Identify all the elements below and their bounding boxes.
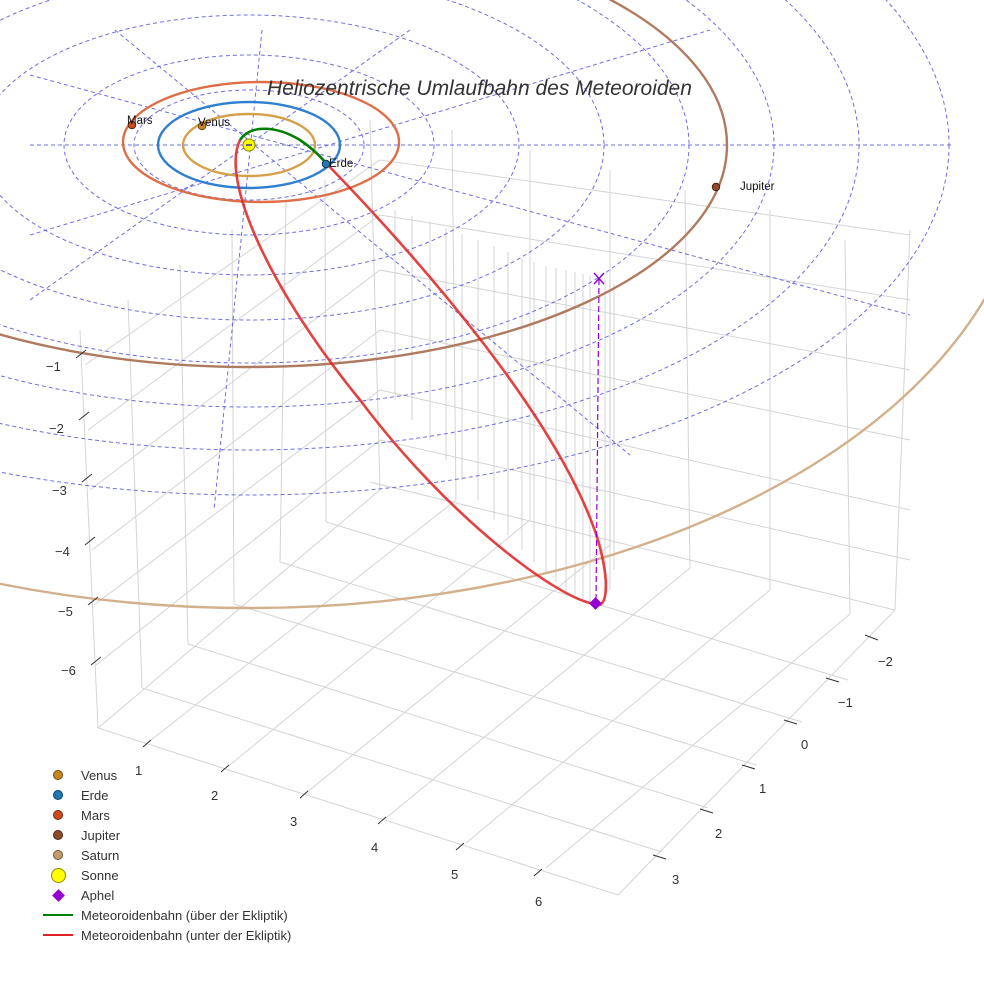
legend-item-orbit-above[interactable]: Meteoroidenbahn (über der Ekliptik) bbox=[40, 905, 291, 925]
planet-orbits bbox=[0, 0, 984, 610]
diamond-icon bbox=[51, 888, 65, 902]
x-axis: 1 2 3 4 5 6 bbox=[135, 739, 543, 909]
venus-label: Venus bbox=[198, 117, 230, 129]
axis-grid bbox=[79, 119, 911, 896]
mars-orbit bbox=[121, 80, 401, 204]
legend-label: Meteoroidenbahn (über der Ekliptik) bbox=[81, 907, 288, 923]
venus-orbit bbox=[181, 112, 317, 178]
aphel-marker[interactable] bbox=[589, 597, 602, 610]
meteoroid-orbit-above-ecliptic bbox=[238, 127, 327, 164]
earth-label: Erde bbox=[329, 158, 353, 170]
x-tick: 3 bbox=[290, 814, 297, 829]
jupiter-orbit bbox=[0, 0, 729, 369]
z-tick: −4 bbox=[55, 544, 70, 559]
y-tick: 0 bbox=[801, 737, 808, 752]
legend-label: Mars bbox=[81, 807, 110, 823]
legend-item-jupiter[interactable]: Jupiter bbox=[40, 825, 291, 845]
y-tick: −2 bbox=[878, 654, 893, 669]
y-tick: 1 bbox=[759, 781, 766, 796]
legend-item-saturn[interactable]: Saturn bbox=[40, 845, 291, 865]
x-tick: 5 bbox=[451, 867, 458, 882]
legend-item-venus[interactable]: Venus bbox=[40, 765, 291, 785]
z-tick: −5 bbox=[58, 604, 73, 619]
mars-marker[interactable] bbox=[127, 120, 137, 130]
mars-label: Mars bbox=[127, 115, 153, 127]
venus-dot-icon bbox=[53, 770, 63, 780]
legend-label: Sonne bbox=[81, 867, 119, 883]
legend-label: Meteoroidenbahn (unter der Ekliptik) bbox=[81, 927, 292, 943]
legend-label: Saturn bbox=[81, 847, 120, 863]
x-tick: 4 bbox=[371, 840, 378, 855]
mars-dot-icon bbox=[53, 810, 63, 820]
legend-label: Erde bbox=[81, 787, 109, 803]
legend-item-sonne[interactable]: Sonne bbox=[40, 865, 291, 885]
jupiter-label: Jupiter bbox=[740, 181, 775, 193]
jupiter-marker[interactable] bbox=[711, 182, 721, 192]
aphel-projection-line bbox=[595, 278, 600, 605]
projection-lines bbox=[394, 210, 615, 603]
meteoroid-orbit-below-ecliptic bbox=[234, 139, 608, 607]
x-tick: 2 bbox=[211, 788, 218, 803]
legend-item-mars[interactable]: Mars bbox=[40, 805, 291, 825]
legend-label: Aphel bbox=[81, 887, 115, 903]
legend: Venus Erde Mars Jupiter Saturn Sonne Aph… bbox=[40, 765, 291, 945]
earth-orbit bbox=[156, 100, 342, 190]
x-tick: 6 bbox=[535, 894, 542, 909]
green-line-icon bbox=[43, 914, 73, 916]
y-tick: 3 bbox=[672, 872, 679, 887]
sun-dot-icon bbox=[50, 867, 66, 883]
ecliptic-polar-grid bbox=[0, 0, 954, 511]
aphel-projection-marker-x-icon bbox=[593, 272, 605, 285]
legend-label: Jupiter bbox=[81, 827, 121, 843]
earth-dot-icon bbox=[53, 790, 63, 800]
z-tick: −6 bbox=[61, 663, 76, 678]
legend-item-erde[interactable]: Erde bbox=[40, 785, 291, 805]
jupiter-dot-icon bbox=[53, 830, 63, 840]
x-tick: 1 bbox=[135, 763, 142, 778]
earth-marker[interactable] bbox=[321, 159, 331, 169]
saturn-orbit bbox=[0, 297, 984, 610]
red-line-icon bbox=[43, 934, 73, 936]
z-tick: −2 bbox=[49, 421, 64, 436]
legend-item-aphel[interactable]: Aphel bbox=[40, 885, 291, 905]
y-tick: 2 bbox=[715, 826, 722, 841]
venus-marker[interactable] bbox=[197, 121, 207, 131]
y-axis: −2 −1 0 1 2 3 bbox=[652, 634, 893, 887]
legend-label: Venus bbox=[81, 767, 118, 783]
z-tick: −1 bbox=[46, 359, 61, 374]
legend-item-orbit-below[interactable]: Meteoroidenbahn (unter der Ekliptik) bbox=[40, 925, 291, 945]
z-tick: −3 bbox=[52, 483, 67, 498]
z-axis: −1 −2 −3 −4 −5 −6 bbox=[46, 349, 102, 678]
y-tick: −1 bbox=[838, 695, 853, 710]
chart-title: Heliozentrische Umlaufbahn des Meteoroid… bbox=[267, 77, 692, 100]
saturn-dot-icon bbox=[53, 850, 63, 860]
